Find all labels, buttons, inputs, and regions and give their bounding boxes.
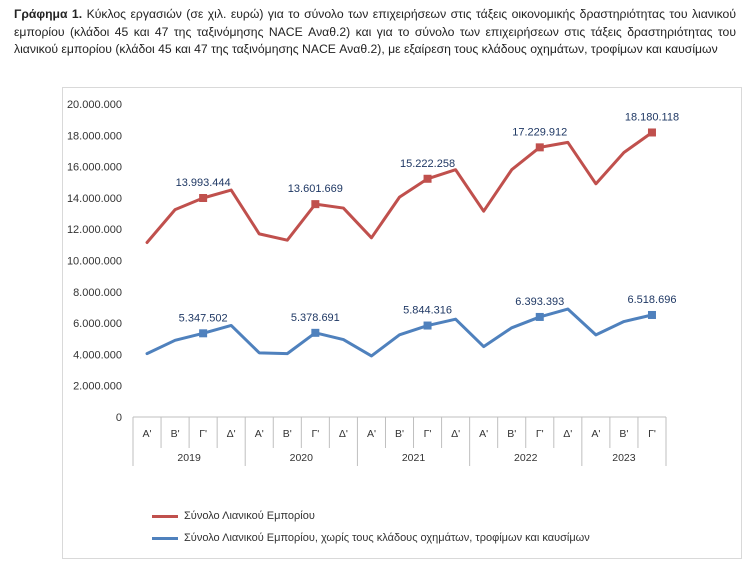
series-line-0 [145,130,654,245]
series-marker-0 [535,143,544,152]
x-tick-label: Β' [619,428,628,440]
y-axis-tick-labels: 0 2.000.000 4.000.000 6.000.000 8.000.000 10.… [67,99,122,424]
x-tick-label: Α' [143,428,152,440]
series-marker-1 [311,328,320,337]
year-label: 2022 [514,452,538,464]
year-label: 2020 [290,452,314,464]
x-tick-label: Β' [507,428,516,440]
data-label: 13.993.444 [176,177,231,189]
year-label: 2019 [177,452,201,464]
x-tick-label: Γ' [536,428,544,440]
chart-caption: Γράφημα 1. Κύκλος εργασιών (σε χιλ. ευρώ… [14,6,736,59]
legend-item-total: Σύνολο Λιανικού Εμπορίου [152,510,315,522]
data-label: 15.222.258 [400,158,455,170]
legend-item-excluding: Σύνολο Λιανικού Εμπορίου, χωρίς τους κλά… [152,532,590,544]
y-tick-label: 2.000.000 [73,381,122,393]
y-tick-label: 8.000.000 [73,287,122,299]
data-label: 17.229.912 [512,126,567,138]
x-tick-label: Δ' [451,428,460,440]
data-label: 6.393.393 [515,296,564,308]
x-tick-label: Β' [171,428,180,440]
series-lines [145,128,656,358]
x-axis: Α' Β' Γ' Δ' Α' Β' Γ' Δ' Α' Β' Γ' Δ' Α' Β' Γ' Δ' Α' Β' Γ' 20… [132,416,667,466]
y-tick-label: 12.000.000 [67,224,122,236]
data-label: 5.378.691 [291,312,340,324]
x-tick-label: Α' [255,428,264,440]
y-tick-label: 10.000.000 [67,256,122,268]
y-tick-label: 18.000.000 [67,130,122,142]
year-label: 2021 [402,452,426,464]
x-tick-label: Δ' [563,428,572,440]
series-marker-1 [199,329,208,338]
legend-label-total: Σύνολο Λιανικού Εμπορίου [184,510,315,522]
series-line-1 [145,307,654,358]
x-tick-label: Α' [479,428,488,440]
y-tick-label: 4.000.000 [73,349,122,361]
x-tick-label: Α' [367,428,376,440]
x-tick-label: Γ' [424,428,432,440]
x-tick-label: Δ' [339,428,348,440]
y-tick-label: 14.000.000 [67,193,122,205]
legend-label-excluding: Σύνολο Λιανικού Εμπορίου, χωρίς τους κλά… [184,532,590,544]
series-marker-1 [423,321,432,330]
series-marker-0 [199,194,208,203]
data-label: 13.601.669 [288,183,343,195]
caption-label: Γράφημα 1. [14,7,83,21]
x-tick-label: Α' [591,428,600,440]
y-tick-label: 16.000.000 [67,162,122,174]
data-label: 18.180.118 [625,111,679,123]
data-label: 6.518.696 [628,294,677,306]
data-label: 5.347.502 [179,312,228,324]
series-marker-0 [311,200,320,209]
legend-swatch-excluding [152,536,178,540]
chart-frame [62,87,742,559]
x-tick-label: Γ' [311,428,319,440]
x-tick-label: Γ' [199,428,207,440]
caption-text: Κύκλος εργασιών (σε χιλ. ευρώ) για το σύ… [14,7,736,56]
x-tick-label: Δ' [227,428,236,440]
series-marker-1 [535,312,544,321]
x-tick-label: Β' [395,428,404,440]
y-tick-label: 6.000.000 [73,318,122,330]
year-label: 2023 [612,452,636,464]
series-marker-1 [647,310,656,319]
y-tick-label: 20.000.000 [67,99,122,111]
y-tick-label: 0 [116,412,122,424]
x-tick-label: Γ' [648,428,656,440]
series-marker-0 [423,174,432,183]
data-labels: 13.993.444 13.601.669 15.222.258 17.229.912… [176,111,679,324]
data-label: 5.844.316 [403,305,452,317]
x-tick-label: Β' [283,428,292,440]
legend-swatch-total [152,514,178,518]
series-marker-0 [647,128,656,137]
